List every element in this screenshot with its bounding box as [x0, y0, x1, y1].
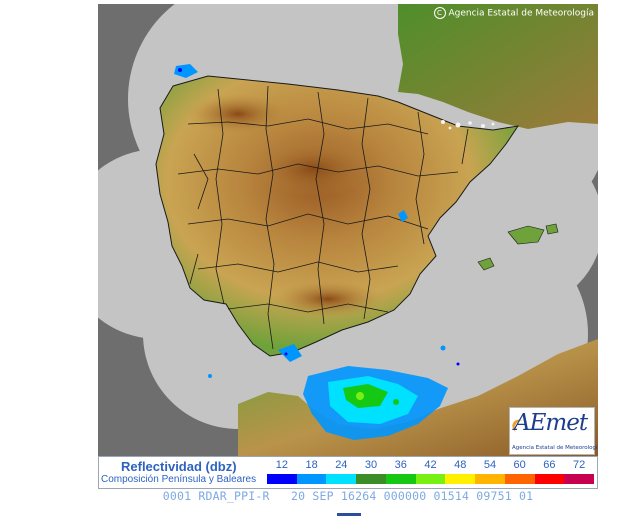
legend-subtitle: Composición Península y Baleares	[101, 474, 257, 485]
scale-label-54: 54	[483, 459, 497, 471]
iberia-landmass	[156, 76, 518, 356]
copyright-icon: C	[433, 7, 446, 19]
scale-label-18: 18	[305, 459, 318, 471]
scale-label-60: 60	[513, 459, 526, 471]
scale-label-30: 30	[364, 459, 378, 471]
province-borders	[177, 85, 469, 350]
scale-labels: 12 18 24 30 36 42 48 54 60 66 72	[267, 459, 594, 472]
scale-label-36: 36	[394, 459, 407, 471]
scale-label-66: 66	[543, 459, 556, 471]
copyright-text: Agencia Estatal de Meteorología	[448, 8, 595, 19]
radar-map: C Agencia Estatal de Meteorología AEmet A…	[98, 4, 598, 456]
precipitation-echoes	[174, 64, 460, 440]
copyright-notice: C Agencia Estatal de Meteorología	[433, 7, 595, 19]
legend-title: Reflectividad (dbz)	[121, 459, 237, 474]
southern-mountains	[273, 281, 383, 317]
scrollbar-thumb[interactable]	[337, 513, 361, 516]
scale-swatch-12	[267, 474, 297, 484]
product-status-line: 0001 RDAR_PPI-R 20 SEP 16264 000000 0151…	[98, 489, 598, 503]
reflectivity-legend: Reflectividad (dbz) Composición Penínsul…	[98, 456, 598, 489]
scale-swatch-48	[445, 474, 476, 484]
scale-swatch-36	[385, 474, 416, 484]
scale-swatch-72	[564, 474, 595, 484]
scale-label-72: 72	[573, 459, 586, 471]
france-landmass	[398, 4, 598, 129]
scale-swatch-24	[326, 474, 357, 484]
pyrenees-snow	[441, 120, 495, 130]
scale-swatch-66	[534, 474, 565, 484]
scale-label-24: 24	[335, 459, 348, 471]
color-scale: 12 18 24 30 36 42 48 54 60 66 72	[267, 459, 595, 486]
northern-mountains	[188, 94, 288, 134]
aemet-logo: AEmet Agencia Estatal de Meteorología	[509, 407, 598, 455]
scale-swatch-54	[475, 474, 505, 484]
central-mountains	[253, 141, 373, 197]
logo-subtitle: Agencia Estatal de Meteorología	[512, 445, 598, 451]
balearic-islands	[477, 223, 559, 271]
scale-swatch-30	[356, 474, 386, 484]
scale-label-12: 12	[275, 459, 288, 471]
scale-swatch-42	[415, 474, 446, 484]
scale-label-42: 42	[424, 459, 437, 471]
coastline-outline	[155, 75, 520, 357]
scale-swatch-60	[504, 474, 535, 484]
scale-label-48: 48	[454, 459, 467, 471]
scale-swatch-18	[296, 474, 327, 484]
logo-wordmark: AEmet	[514, 410, 588, 436]
radar-map-svg	[98, 4, 598, 456]
scale-bar	[267, 474, 595, 484]
